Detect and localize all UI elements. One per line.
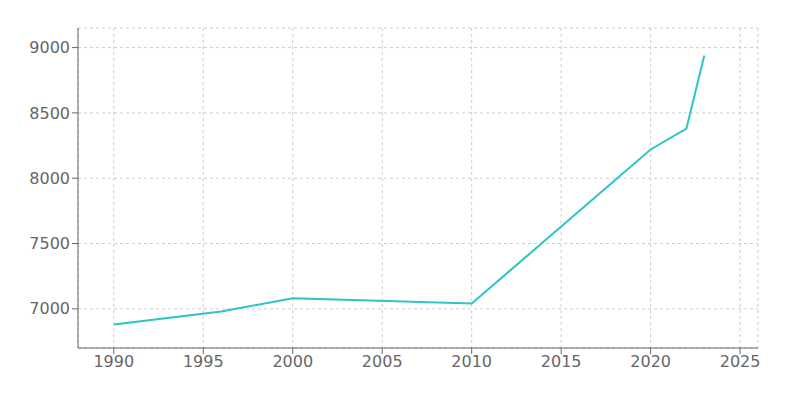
svg-text:7500: 7500 — [29, 234, 70, 253]
svg-text:8500: 8500 — [29, 104, 70, 123]
svg-text:1995: 1995 — [183, 352, 224, 371]
svg-text:2020: 2020 — [630, 352, 671, 371]
svg-text:2015: 2015 — [541, 352, 582, 371]
svg-text:2010: 2010 — [451, 352, 492, 371]
svg-text:2005: 2005 — [362, 352, 403, 371]
svg-text:8000: 8000 — [29, 169, 70, 188]
svg-text:2000: 2000 — [272, 352, 313, 371]
svg-text:9000: 9000 — [29, 38, 70, 57]
svg-text:7000: 7000 — [29, 299, 70, 318]
svg-text:1990: 1990 — [93, 352, 134, 371]
svg-text:2025: 2025 — [720, 352, 761, 371]
